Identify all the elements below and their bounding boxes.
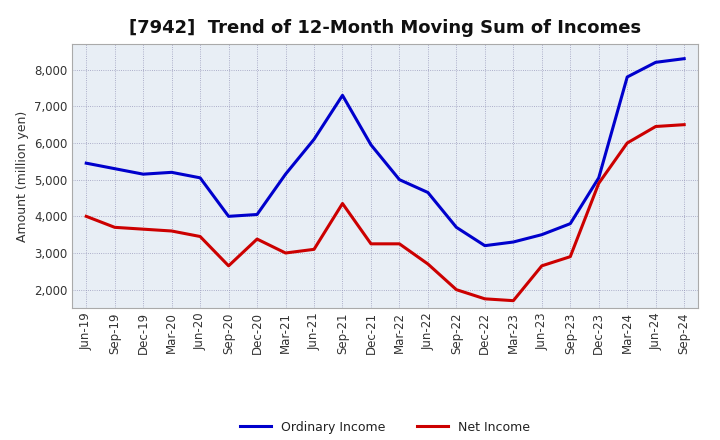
Net Income bbox=[452, 287, 461, 292]
Net Income bbox=[680, 122, 688, 127]
Ordinary Income bbox=[282, 172, 290, 177]
Net Income bbox=[110, 225, 119, 230]
Net Income bbox=[282, 250, 290, 256]
Net Income bbox=[595, 181, 603, 186]
Ordinary Income bbox=[566, 221, 575, 226]
Ordinary Income bbox=[110, 166, 119, 171]
Ordinary Income bbox=[395, 177, 404, 182]
Ordinary Income bbox=[196, 175, 204, 180]
Net Income bbox=[423, 261, 432, 267]
Ordinary Income bbox=[480, 243, 489, 248]
Ordinary Income bbox=[595, 175, 603, 180]
Net Income bbox=[139, 227, 148, 232]
Ordinary Income bbox=[82, 161, 91, 166]
Ordinary Income bbox=[452, 225, 461, 230]
Ordinary Income bbox=[167, 170, 176, 175]
Ordinary Income bbox=[623, 74, 631, 80]
Net Income bbox=[167, 228, 176, 234]
Net Income bbox=[652, 124, 660, 129]
Net Income bbox=[537, 263, 546, 268]
Line: Net Income: Net Income bbox=[86, 125, 684, 301]
Net Income bbox=[480, 296, 489, 301]
Line: Ordinary Income: Ordinary Income bbox=[86, 59, 684, 246]
Title: [7942]  Trend of 12-Month Moving Sum of Incomes: [7942] Trend of 12-Month Moving Sum of I… bbox=[129, 19, 642, 37]
Ordinary Income bbox=[509, 239, 518, 245]
Legend: Ordinary Income, Net Income: Ordinary Income, Net Income bbox=[235, 416, 535, 439]
Net Income bbox=[623, 140, 631, 146]
Net Income bbox=[196, 234, 204, 239]
Ordinary Income bbox=[253, 212, 261, 217]
Ordinary Income bbox=[225, 214, 233, 219]
Net Income bbox=[310, 247, 318, 252]
Ordinary Income bbox=[139, 172, 148, 177]
Y-axis label: Amount (million yen): Amount (million yen) bbox=[16, 110, 29, 242]
Net Income bbox=[395, 241, 404, 246]
Net Income bbox=[253, 236, 261, 242]
Ordinary Income bbox=[652, 60, 660, 65]
Net Income bbox=[509, 298, 518, 303]
Ordinary Income bbox=[310, 137, 318, 142]
Ordinary Income bbox=[537, 232, 546, 237]
Ordinary Income bbox=[366, 142, 375, 147]
Net Income bbox=[338, 201, 347, 206]
Net Income bbox=[82, 214, 91, 219]
Ordinary Income bbox=[423, 190, 432, 195]
Net Income bbox=[225, 263, 233, 268]
Net Income bbox=[566, 254, 575, 259]
Ordinary Income bbox=[338, 93, 347, 98]
Ordinary Income bbox=[680, 56, 688, 61]
Net Income bbox=[366, 241, 375, 246]
